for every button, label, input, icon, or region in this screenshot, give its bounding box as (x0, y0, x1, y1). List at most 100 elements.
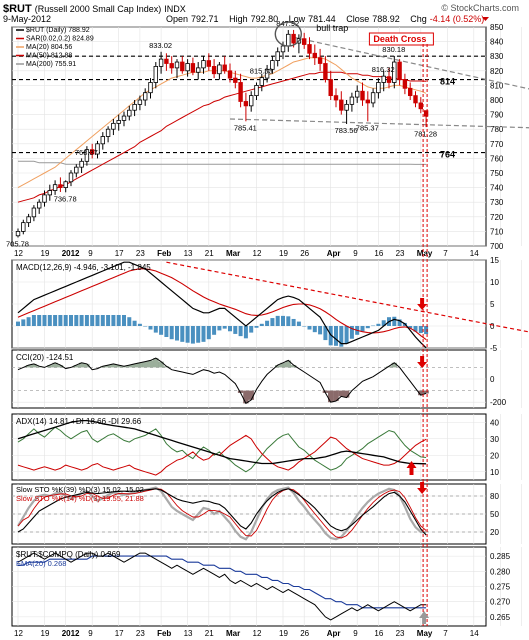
candle-body (312, 52, 317, 59)
cci-ytick-label: -200 (490, 398, 507, 407)
macd-hist-bar (137, 323, 142, 326)
macd-hist-bar (233, 326, 238, 334)
candle-body (26, 216, 31, 224)
cci-overbought-fill (285, 360, 291, 368)
adx-ytick-label: 30 (490, 435, 499, 444)
adx-line (17, 419, 427, 465)
macd-hist-bar (31, 315, 36, 326)
red-up-arrow-icon (409, 468, 414, 475)
macd-hist-bar (127, 317, 132, 326)
x-axis-label-top: Feb (157, 249, 171, 258)
macd-hist-bar (249, 326, 254, 333)
cci-oversold-fill (418, 390, 424, 396)
cci-oversold-fill (322, 390, 329, 393)
cci-overbought-fill (100, 366, 106, 368)
cci-overbought-fill (105, 365, 111, 368)
price-frame (11, 26, 487, 247)
ma200-line (18, 160, 427, 165)
macd-hist-bar (259, 323, 264, 326)
macd-hist-bar (84, 315, 89, 326)
candle-body (58, 184, 63, 188)
x-axis-label-bottom: May (417, 629, 433, 638)
x-axis-label-top: 23 (396, 249, 405, 258)
adx-ytick-label: 10 (490, 468, 499, 477)
macd-line (17, 261, 427, 349)
x-axis-label-bottom: 12 (14, 629, 23, 638)
x-axis-label-bottom: 9 (88, 629, 93, 638)
support-trendline (229, 118, 529, 129)
price-legend-entry: MA(50) 812.88 (26, 53, 72, 60)
macd-hist-bar (408, 326, 413, 329)
candle-body (381, 75, 386, 83)
candle-body (95, 143, 100, 155)
candle-body (370, 92, 376, 104)
ratio-ema-line (18, 555, 427, 609)
candle-body (317, 57, 323, 64)
candle-body (238, 82, 243, 102)
sto-legend-entry: Slow STO %K(39) %D(3) 15.02, 15.02 (16, 485, 144, 494)
price-ytick-label: 810 (490, 81, 504, 90)
watermark: © StockCharts.com (441, 3, 519, 13)
cci-legend: CCI(20) -124.51 (16, 353, 74, 362)
cci-overbought-fill (57, 365, 64, 368)
x-axis-label-bottom: 19 (41, 629, 50, 638)
chg-down-arrow-icon (482, 17, 489, 21)
candle-body (360, 90, 365, 101)
candle-body (148, 82, 153, 94)
price-point-label: 785.41 (234, 123, 257, 132)
candle-body (190, 63, 196, 73)
price-point-label: 736.78 (54, 194, 77, 203)
macd-hist-bar (323, 326, 328, 341)
macd-hist-bar (291, 318, 296, 326)
candle-body (376, 82, 381, 94)
macd-hist-bar (201, 326, 206, 342)
red-up-arrow-icon (406, 461, 417, 468)
candle-body (47, 190, 52, 196)
x-axis-label-top: 12 (14, 249, 23, 258)
candle-body (111, 122, 116, 130)
x-axis-label-top: 12 (253, 249, 262, 258)
cci-overbought-fill (153, 358, 159, 368)
macd-hist-bar (381, 320, 386, 326)
macd-hist-bar (371, 325, 376, 327)
candle-body (243, 101, 249, 107)
x-axis-label-top: 23 (136, 249, 145, 258)
macd-hist-bar (424, 326, 429, 335)
macd-hist-bar (100, 315, 105, 326)
sto39-line (17, 488, 427, 536)
candle-body (158, 58, 164, 67)
macd-hist-bar (95, 315, 100, 326)
candle-body (100, 136, 105, 145)
x-axis-label-bottom: 16 (374, 629, 383, 638)
macd-hist-bar (344, 326, 349, 344)
x-axis-label-top: 2012 (62, 249, 80, 258)
macd-hist-bar (196, 326, 201, 343)
price-point-label: 847.92 (276, 19, 299, 28)
ma50-line (17, 71, 427, 203)
candle-body (392, 61, 397, 83)
x-axis-label-bottom: Apr (327, 629, 341, 638)
cci-overbought-fill (121, 366, 127, 368)
red-down-arrow-icon (420, 482, 425, 488)
price-point-label: 768.37 (75, 148, 98, 157)
macd-hist-bar (222, 326, 227, 329)
cci-oversold-fill (343, 390, 350, 398)
candle-body (344, 103, 349, 111)
macd-hist-bar (185, 326, 190, 343)
macd-hist-bar (365, 326, 370, 329)
macd-trendline (166, 261, 529, 333)
cci-overbought-fill (142, 361, 148, 368)
price-ytick-label: 720 (490, 213, 504, 222)
x-axis-label-top: 7 (443, 249, 448, 258)
x-axis-label-bottom: 7 (443, 629, 448, 638)
candle-body (132, 103, 137, 111)
candle-body (164, 58, 169, 64)
candle-body (174, 61, 180, 69)
cci-overbought-fill (116, 365, 122, 368)
bull-trap-label: bull trap (316, 23, 348, 33)
candle-body (333, 95, 339, 101)
candle-body (339, 99, 344, 111)
cci-overbought-fill (78, 362, 85, 368)
candle-body (397, 61, 402, 80)
x-axis-label-bottom: 23 (136, 629, 145, 638)
